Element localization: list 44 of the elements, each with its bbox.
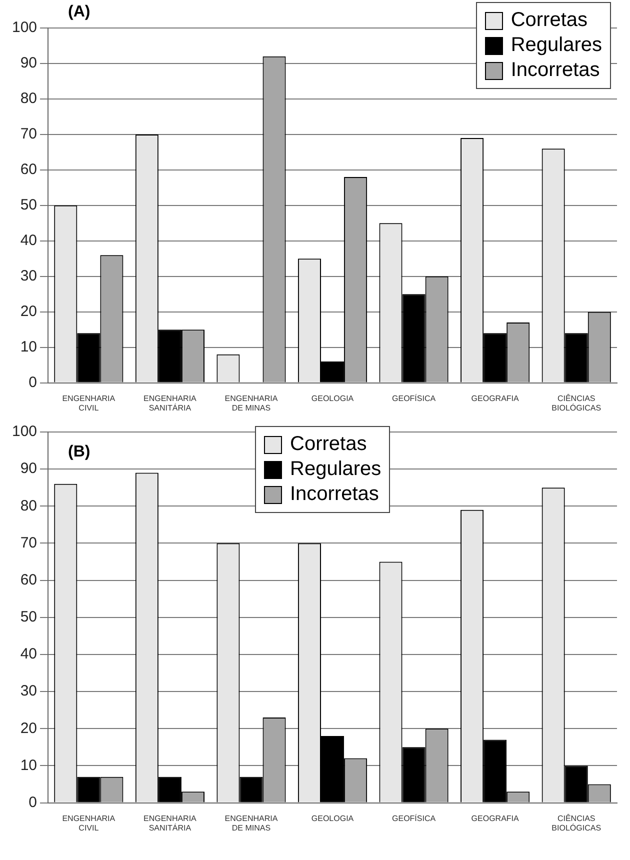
x-tick-label: ENGENHARIA SANITÁRIA bbox=[143, 814, 198, 832]
y-tick-label: 10 bbox=[20, 338, 38, 356]
x-tick-label: GEOFÍSICA bbox=[392, 814, 436, 823]
y-tick-label: 50 bbox=[20, 608, 38, 626]
x-tick-label: GEOGRAFIA bbox=[471, 394, 520, 403]
y-tick-label: 10 bbox=[20, 756, 38, 774]
y-tick-label: 80 bbox=[20, 497, 38, 514]
y-tick-label: 70 bbox=[20, 534, 38, 552]
chart-title: (A) bbox=[68, 3, 90, 20]
y-tick-label: 40 bbox=[20, 232, 38, 250]
y-tick-label: 90 bbox=[20, 460, 38, 478]
x-tick-label: GEOLOGIA bbox=[311, 394, 354, 403]
legend-label: Regulares bbox=[290, 458, 382, 481]
x-tick-label: CIÊNCIAS BIOLÓGICAS bbox=[552, 814, 602, 832]
x-tick-label: ENGENHARIA SANITÁRIA bbox=[143, 394, 198, 412]
x-tick-label: ENGENHARIA CIVIL bbox=[62, 394, 116, 412]
legend-label: Incorretas bbox=[510, 59, 600, 82]
x-tick-label: GEOLOGIA bbox=[311, 814, 354, 823]
y-tick-label: 60 bbox=[20, 161, 38, 178]
x-tick-label: GEOGRAFIA bbox=[471, 814, 520, 823]
y-tick-label: 80 bbox=[20, 90, 38, 108]
y-tick-label: 20 bbox=[20, 720, 38, 737]
y-tick-label: 50 bbox=[20, 196, 38, 214]
y-tick-label: 90 bbox=[20, 54, 38, 72]
y-tick-label: 20 bbox=[20, 302, 38, 320]
legend-label: Corretas bbox=[510, 9, 588, 32]
legend-label: Corretas bbox=[290, 433, 367, 456]
y-tick-label: 0 bbox=[28, 374, 38, 391]
legend-label: Regulares bbox=[510, 34, 602, 57]
y-tick-label: 100 bbox=[12, 19, 38, 36]
x-tick-label: ENGENHARIA DE MINAS bbox=[224, 394, 278, 412]
y-tick-label: 60 bbox=[20, 571, 38, 588]
y-tick-label: 0 bbox=[28, 794, 38, 811]
y-tick-label: 30 bbox=[20, 268, 38, 284]
text: (B) bbox=[68, 443, 90, 460]
y-tick-label: 100 bbox=[12, 423, 38, 440]
y-tick-label: 40 bbox=[20, 646, 38, 663]
y-tick-label: 30 bbox=[20, 682, 38, 700]
y-tick-label: 70 bbox=[20, 126, 38, 143]
legend-label: Incorretas bbox=[290, 483, 379, 506]
x-tick-label: CIÊNCIAS BIOLÓGICAS bbox=[552, 394, 602, 412]
x-tick-label: ENGENHARIA CIVIL bbox=[62, 814, 116, 832]
x-tick-label: ENGENHARIA DE MINAS bbox=[224, 814, 278, 832]
x-tick-label: GEOFÍSICA bbox=[392, 394, 436, 403]
